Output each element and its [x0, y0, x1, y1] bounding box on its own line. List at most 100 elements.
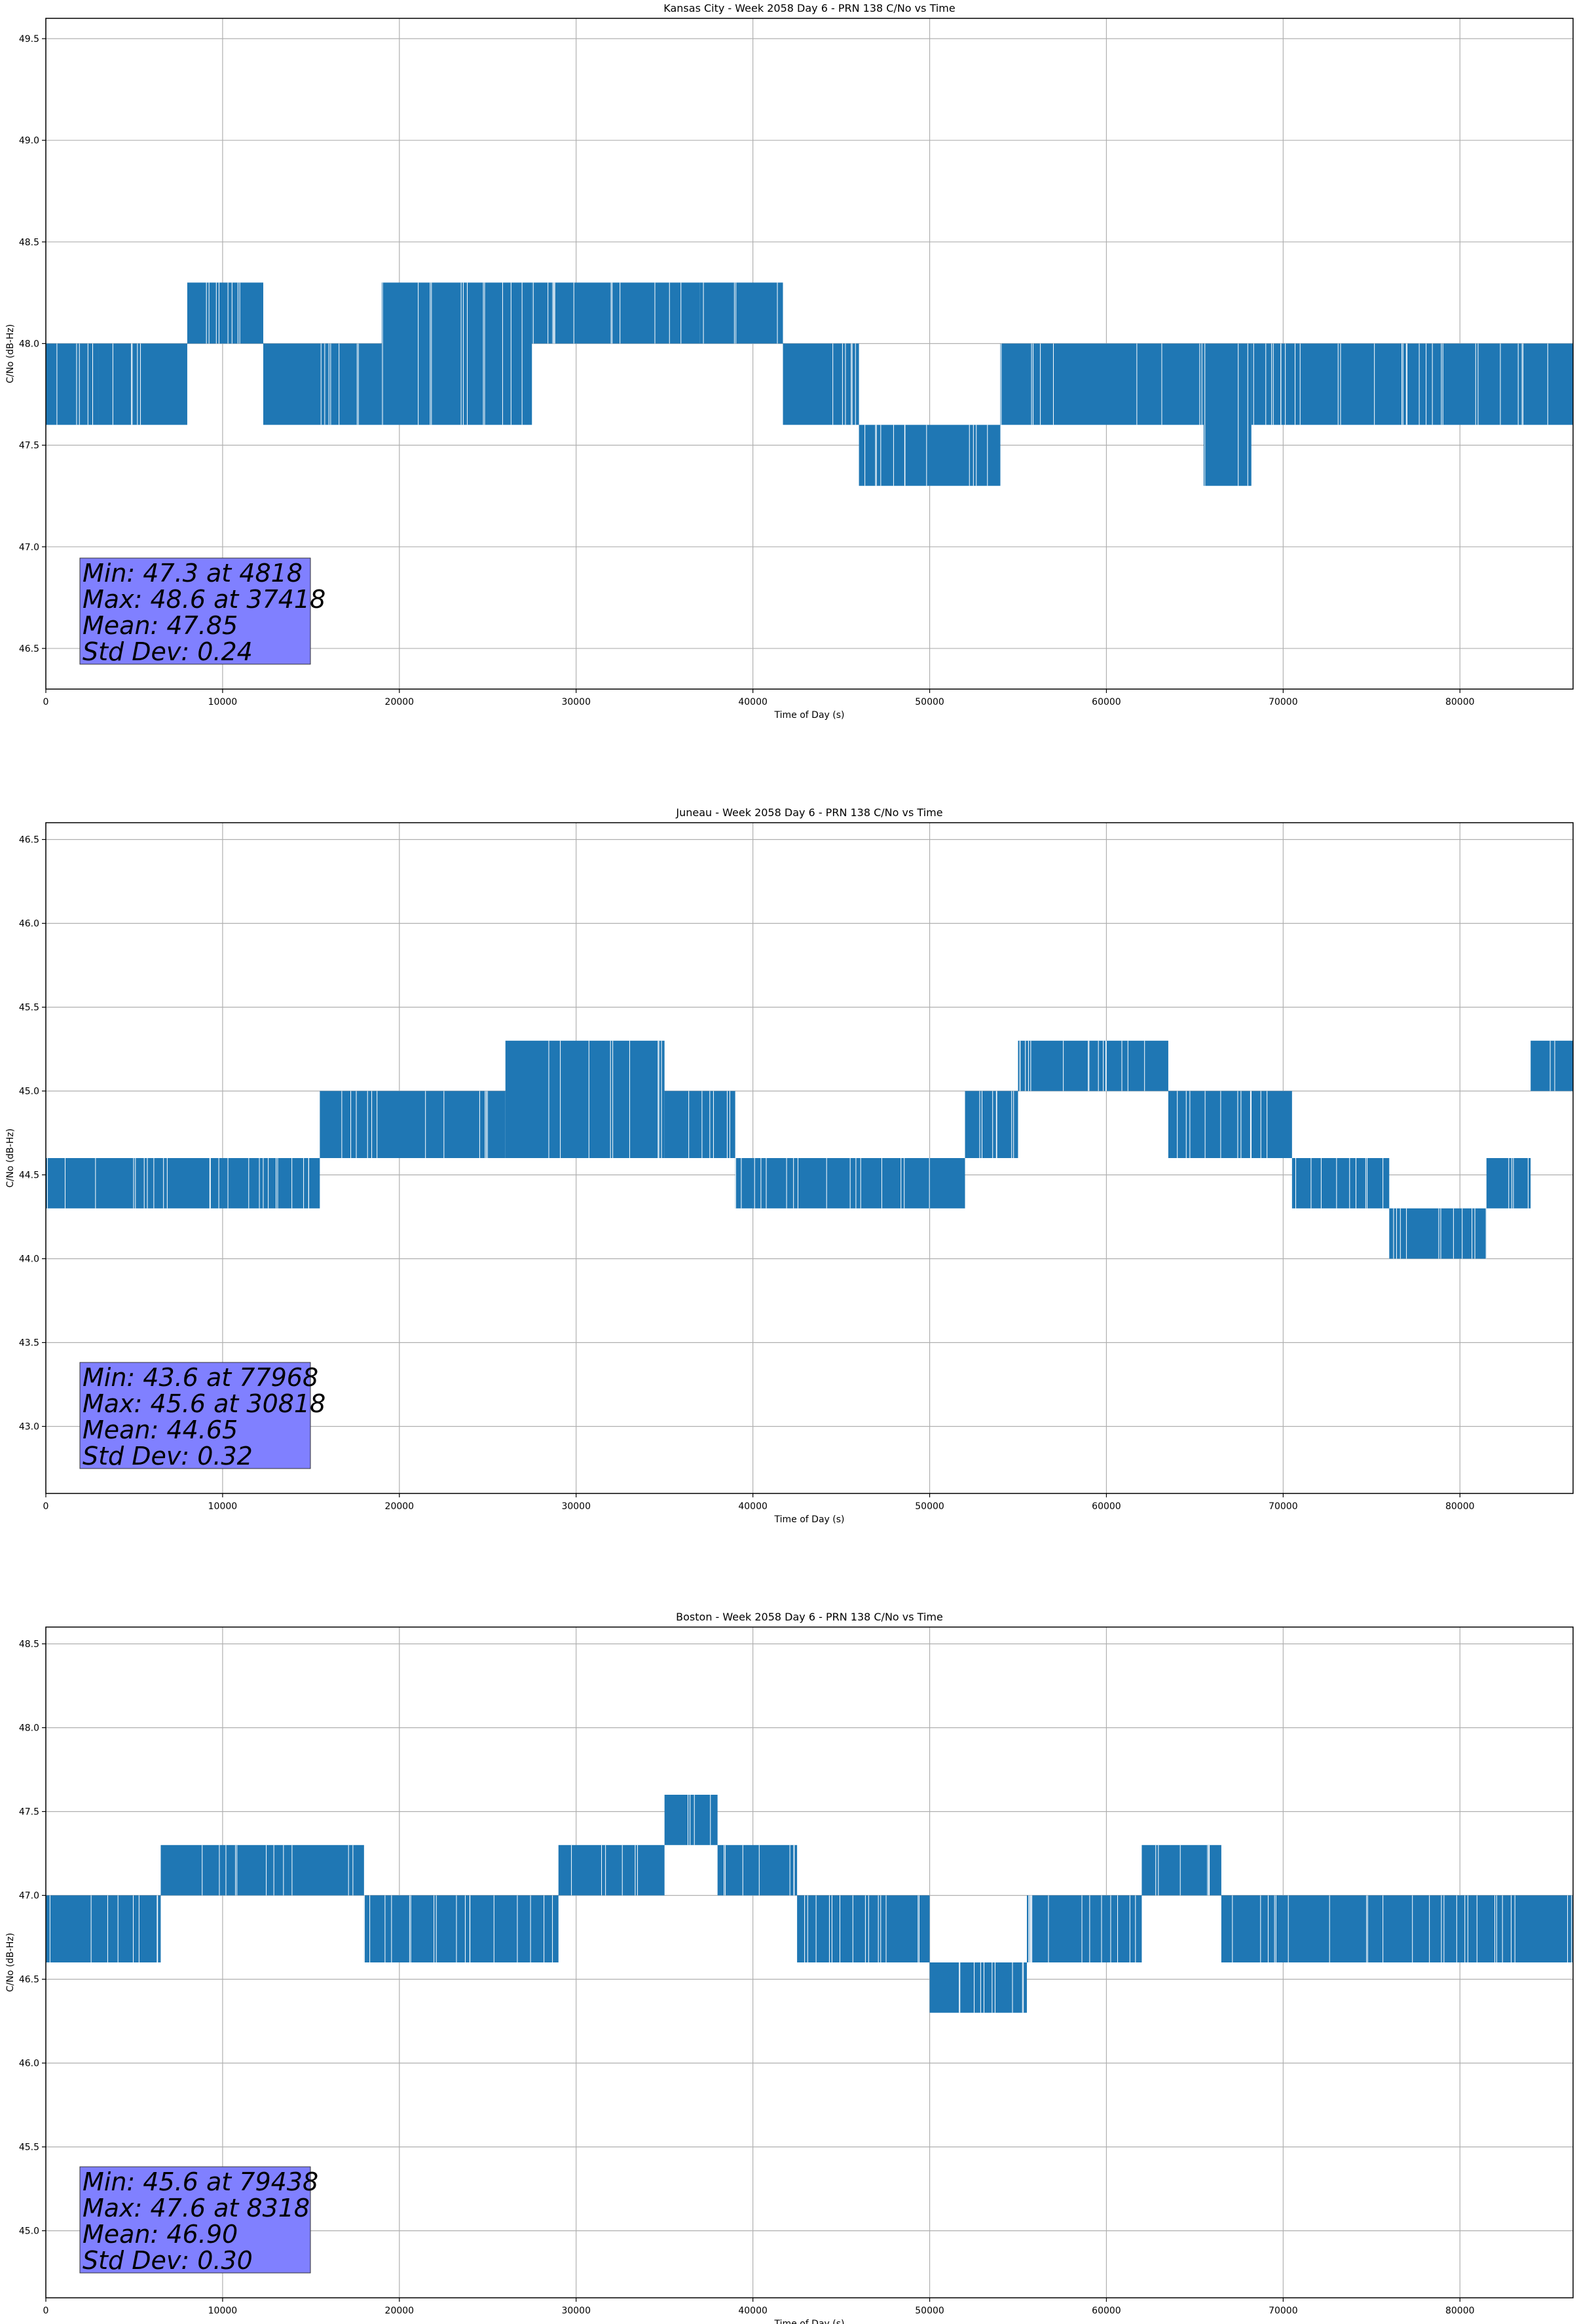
x-tick-label: 70000	[1269, 697, 1298, 707]
series-band	[363, 1895, 559, 1962]
series-band	[859, 424, 1001, 486]
series-line	[46, 282, 1573, 486]
y-tick-label: 44.5	[19, 1171, 39, 1181]
y-tick-label: 46.5	[19, 1975, 39, 1985]
x-tick-label: 40000	[738, 1501, 768, 1512]
y-tick-label: 45.5	[19, 2143, 39, 2153]
y-tick-label: 46.5	[19, 835, 39, 846]
stats-line: Max: 45.6 at 30818	[83, 1389, 325, 1418]
y-tick-label: 46.0	[19, 2059, 39, 2069]
series-band	[1168, 1091, 1292, 1158]
series-band	[1141, 1845, 1221, 1896]
x-tick-label: 60000	[1092, 697, 1121, 707]
x-axis-label: Time of Day (s)	[774, 1514, 845, 1525]
chart-panel-2: Boston - Week 2058 Day 6 - PRN 138 C/No …	[5, 1611, 1574, 2324]
series-band	[98, 343, 187, 425]
x-tick-label: 20000	[385, 2306, 415, 2316]
series-band	[1000, 343, 1204, 425]
series-band	[699, 282, 783, 344]
x-tick-label: 30000	[561, 2306, 591, 2316]
series-band	[532, 282, 700, 344]
x-tick-label: 10000	[208, 2306, 238, 2316]
series-line	[46, 1040, 1573, 1259]
y-tick-label: 45.0	[19, 1087, 39, 1097]
series-band	[320, 1091, 506, 1158]
x-tick-label: 10000	[208, 697, 238, 707]
series-band	[783, 343, 859, 425]
x-tick-label: 10000	[208, 1501, 238, 1512]
series-band	[1000, 1962, 1027, 2013]
x-tick-label: 60000	[1092, 2306, 1121, 2316]
stats-line: Min: 45.6 at 79438	[83, 2167, 318, 2196]
stats-line: Min: 43.6 at 77968	[83, 1363, 318, 1392]
axes-frame	[45, 18, 1574, 690]
series-band	[1221, 1895, 1573, 1962]
y-tick-label: 43.5	[19, 1338, 39, 1349]
series-band	[1203, 343, 1252, 486]
series-band	[929, 1962, 1001, 2013]
y-tick-label: 48.0	[19, 339, 39, 349]
series-band	[965, 1091, 1018, 1158]
y-tick-label: 47.5	[19, 1807, 39, 1818]
series-band	[1018, 1040, 1168, 1091]
x-tick-label: 50000	[915, 1501, 944, 1512]
chart-title: Juneau - Week 2058 Day 6 - PRN 138 C/No …	[675, 806, 942, 819]
series-band	[1026, 1895, 1142, 1962]
stats-line: Mean: 47.85	[83, 611, 238, 640]
series-band	[46, 1895, 161, 1962]
series-band	[263, 343, 382, 425]
y-tick-label: 44.0	[19, 1254, 39, 1265]
chart-title: Boston - Week 2058 Day 6 - PRN 138 C/No …	[676, 1611, 943, 1623]
x-tick-label: 50000	[915, 697, 944, 707]
y-axis-label: C/No (dB-Hz)	[5, 1129, 16, 1188]
chart-panel-1: Juneau - Week 2058 Day 6 - PRN 138 C/No …	[5, 806, 1574, 1525]
stats-box	[79, 2166, 311, 2274]
x-tick-label: 60000	[1092, 1501, 1121, 1512]
y-tick-label: 45.5	[19, 1003, 39, 1013]
y-axis-label: C/No (dB-Hz)	[5, 324, 16, 383]
series-band	[664, 1091, 735, 1158]
chart-title: Kansas City - Week 2058 Day 6 - PRN 138 …	[663, 2, 955, 14]
series-band	[160, 1845, 364, 1896]
y-tick-label: 47.0	[19, 1891, 39, 1902]
x-tick-label: 0	[43, 1501, 49, 1512]
stats-box	[79, 557, 311, 665]
stats-line: Std Dev: 0.24	[83, 637, 253, 666]
stats-line: Mean: 44.65	[83, 1415, 238, 1444]
y-tick-label: 48.5	[19, 1640, 39, 1650]
series-band	[46, 343, 99, 425]
y-tick-label: 46.0	[19, 919, 39, 929]
series-band	[797, 1895, 930, 1962]
axes-frame	[45, 1626, 1574, 2298]
y-tick-label: 47.5	[19, 441, 39, 451]
series-band	[505, 1040, 665, 1158]
y-tick-label: 49.5	[19, 34, 39, 45]
stats-line: Std Dev: 0.30	[83, 2246, 253, 2275]
stats-line: Mean: 46.90	[83, 2220, 238, 2249]
y-tick-label: 47.0	[19, 542, 39, 553]
y-tick-label: 45.0	[19, 2226, 39, 2237]
x-tick-label: 30000	[561, 697, 591, 707]
x-tick-label: 80000	[1445, 2306, 1475, 2316]
x-tick-label: 70000	[1269, 2306, 1298, 2316]
series-band	[558, 1845, 665, 1896]
x-tick-label: 40000	[738, 697, 768, 707]
x-tick-label: 20000	[385, 697, 415, 707]
x-tick-label: 50000	[915, 2306, 944, 2316]
stats-line: Max: 48.6 at 37418	[83, 585, 325, 614]
y-tick-label: 46.5	[19, 644, 39, 654]
series-band	[717, 1845, 798, 1896]
y-tick-label: 48.5	[19, 237, 39, 248]
stats-box	[79, 1362, 311, 1469]
series-band	[46, 1158, 320, 1209]
series-band	[1531, 1040, 1573, 1091]
stats-line: Min: 47.3 at 4818	[83, 559, 303, 588]
stats-line: Std Dev: 0.32	[83, 1442, 253, 1471]
axes-frame	[45, 822, 1574, 1494]
series-band	[1291, 1158, 1390, 1209]
y-tick-label: 49.0	[19, 136, 39, 146]
stats-line: Max: 47.6 at 8318	[83, 2194, 310, 2222]
y-tick-label: 48.0	[19, 1723, 39, 1734]
x-tick-label: 0	[43, 697, 49, 707]
x-tick-label: 30000	[561, 1501, 591, 1512]
